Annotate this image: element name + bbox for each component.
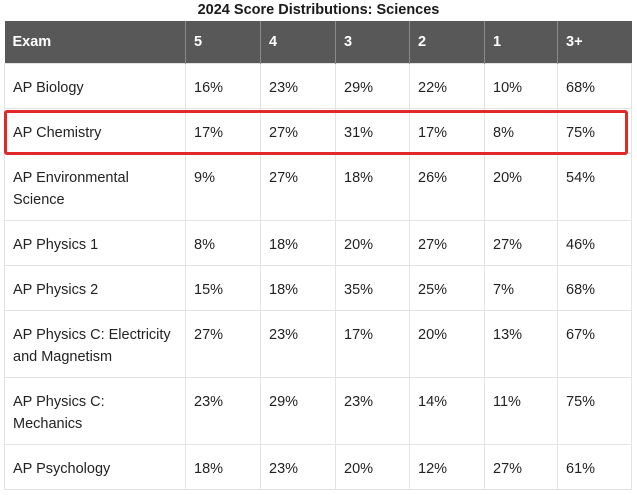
score-cell: 14% [409, 376, 485, 445]
score-cell: 27% [260, 107, 336, 154]
exam-name-cell: AP Psychology [4, 443, 186, 490]
score-cell: 20% [335, 219, 410, 266]
score-cell: 29% [260, 376, 336, 445]
score-cell: 54% [557, 152, 632, 221]
exam-name-cell: AP Physics C: Electricity and Magnetism [4, 309, 186, 378]
score-cell: 18% [260, 264, 336, 311]
table-row: AP Physics C: Electricity and Magnetism … [4, 309, 632, 378]
score-cell: 17% [409, 107, 485, 154]
score-cell: 22% [409, 62, 485, 109]
score-cell: 46% [557, 219, 632, 266]
table-row-highlighted: AP Chemistry 17% 27% 31% 17% 8% 75% [4, 107, 632, 154]
exam-name-cell: AP Biology [4, 62, 186, 109]
score-cell: 20% [335, 443, 410, 490]
score-cell: 75% [557, 376, 632, 445]
score-cell: 26% [409, 152, 485, 221]
score-cell: 7% [484, 264, 558, 311]
score-cell: 23% [260, 443, 336, 490]
score-cell: 23% [260, 309, 336, 378]
header-score-1: 1 [484, 21, 558, 63]
score-cell: 23% [335, 376, 410, 445]
score-cell: 27% [260, 152, 336, 221]
score-distribution-table: Exam 5 4 3 2 1 3+ AP Biology 16% 23% 29%… [4, 21, 632, 490]
score-cell: 20% [409, 309, 485, 378]
score-cell: 75% [557, 107, 632, 154]
score-cell: 61% [557, 443, 632, 490]
table-row: AP Biology 16% 23% 29% 22% 10% 68% [4, 62, 632, 109]
table-row: AP Psychology 18% 23% 20% 12% 27% 61% [4, 443, 632, 490]
score-cell: 18% [335, 152, 410, 221]
score-cell: 35% [335, 264, 410, 311]
score-cell: 27% [409, 219, 485, 266]
score-cell: 27% [484, 219, 558, 266]
table-title: 2024 Score Distributions: Sciences [197, 2, 440, 18]
score-cell: 27% [185, 309, 261, 378]
score-cell: 8% [484, 107, 558, 154]
exam-name-cell: AP Physics C: Mechanics [4, 376, 186, 445]
exam-name-cell: AP Chemistry [4, 107, 186, 154]
table-header-row: Exam 5 4 3 2 1 3+ [4, 21, 632, 63]
header-score-3-plus: 3+ [557, 21, 632, 63]
score-cell: 12% [409, 443, 485, 490]
score-cell: 31% [335, 107, 410, 154]
score-cell: 18% [260, 219, 336, 266]
score-cell: 27% [484, 443, 558, 490]
score-cell: 29% [335, 62, 410, 109]
score-cell: 20% [484, 152, 558, 221]
table-row: AP Physics 2 15% 18% 35% 25% 7% 68% [4, 264, 632, 311]
table-row: AP Physics 1 8% 18% 20% 27% 27% 46% [4, 219, 632, 266]
score-cell: 17% [335, 309, 410, 378]
score-cell: 67% [557, 309, 632, 378]
score-cell: 18% [185, 443, 261, 490]
score-cell: 16% [185, 62, 261, 109]
score-cell: 11% [484, 376, 558, 445]
score-cell: 17% [185, 107, 261, 154]
score-cell: 10% [484, 62, 558, 109]
exam-name-cell: AP Environmental Science [4, 152, 186, 221]
exam-name-cell: AP Physics 1 [4, 219, 186, 266]
score-cell: 68% [557, 264, 632, 311]
score-cell: 9% [185, 152, 261, 221]
table-row: AP Environmental Science 9% 27% 18% 26% … [4, 152, 632, 221]
score-cell: 15% [185, 264, 261, 311]
header-score-2: 2 [409, 21, 485, 63]
header-score-3: 3 [335, 21, 410, 63]
score-cell: 23% [185, 376, 261, 445]
header-score-4: 4 [260, 21, 336, 63]
exam-name-cell: AP Physics 2 [4, 264, 186, 311]
header-score-5: 5 [185, 21, 261, 63]
score-cell: 68% [557, 62, 632, 109]
header-exam: Exam [4, 21, 186, 63]
score-cell: 25% [409, 264, 485, 311]
score-cell: 23% [260, 62, 336, 109]
score-cell: 8% [185, 219, 261, 266]
score-cell: 13% [484, 309, 558, 378]
table-row: AP Physics C: Mechanics 23% 29% 23% 14% … [4, 376, 632, 445]
